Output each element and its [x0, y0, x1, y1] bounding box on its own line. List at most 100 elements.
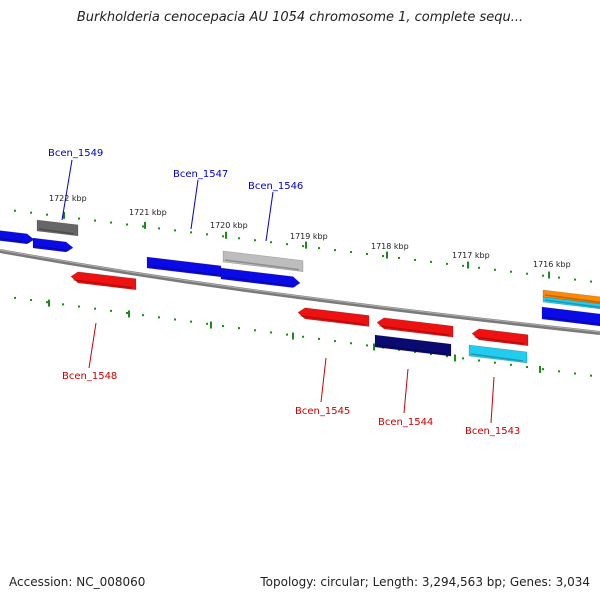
topology-summary: Topology: circular; Length: 3,294,563 bp… [260, 575, 590, 589]
gene-feature [70, 271, 137, 291]
tick-dot [462, 264, 464, 267]
gene-feature-shade [544, 294, 600, 304]
tick-dot [510, 363, 512, 366]
tick-labels: 1722 kbp 1721 kbp 1720 kbp 1719 kbp 1718… [49, 194, 571, 269]
tick-dot [366, 344, 368, 347]
tick-dot [222, 324, 224, 327]
tick-dot [334, 340, 336, 343]
tick-dot [270, 331, 272, 334]
tick-dot [526, 366, 528, 369]
tick-dot [14, 209, 16, 212]
leader-line [403, 368, 409, 414]
tick-dot [558, 370, 560, 373]
tick-dot [414, 258, 416, 261]
gene-label-bcen-1545[interactable]: Bcen_1545 [295, 406, 350, 417]
gene-feature-shade [72, 279, 133, 289]
tick-dot [494, 268, 496, 271]
tick-dot [190, 231, 192, 234]
tick-dot [142, 225, 144, 228]
tick-dot [526, 272, 528, 275]
tick-label: 1719 kbp [290, 232, 328, 241]
outer-tick-track [14, 209, 592, 283]
tick-dot [254, 329, 256, 332]
tick-dot [238, 237, 240, 240]
tick-dot [494, 361, 496, 364]
tick-label: 1720 kbp [210, 221, 248, 230]
gene-feature [374, 334, 452, 357]
tick-dot [270, 241, 272, 244]
major-tick [386, 251, 388, 259]
tick-dot [158, 316, 160, 319]
tick-dot [142, 314, 144, 317]
tick-dot [286, 243, 288, 246]
gene-features [0, 219, 600, 364]
tick-dot [350, 342, 352, 345]
tick-dot [510, 270, 512, 273]
tick-dot [478, 266, 480, 269]
tick-dot [174, 229, 176, 232]
tick-dot [110, 221, 112, 224]
tick-dot [542, 368, 544, 371]
tick-dot [590, 280, 592, 283]
tick-dot [158, 227, 160, 230]
gene-feature [0, 230, 35, 245]
major-tick [539, 365, 541, 373]
gene-feature [542, 296, 600, 310]
tick-dot [302, 245, 304, 248]
tick-dot [286, 333, 288, 336]
tick-label: 1718 kbp [371, 242, 409, 251]
tick-dot [462, 357, 464, 360]
tick-dot [478, 359, 480, 362]
major-tick [467, 261, 469, 269]
tick-dot [318, 337, 320, 340]
label-leader-lines [61, 159, 495, 424]
major-tick [548, 271, 550, 279]
tick-dot [238, 327, 240, 330]
gene-feature-shade [38, 228, 75, 235]
gene-feature-shade [148, 265, 218, 276]
gene-feature-shade [34, 245, 70, 252]
tick-dot [398, 256, 400, 259]
gene-feature [541, 306, 600, 327]
leader-line [88, 322, 97, 369]
tick-dot [62, 303, 64, 306]
tick-dot [206, 233, 208, 236]
tick-dot [334, 249, 336, 252]
gene-feature-shade [224, 259, 300, 271]
tick-dot [254, 239, 256, 242]
gene-label-bcen-1547[interactable]: Bcen_1547 [173, 169, 228, 180]
gene-feature [220, 267, 301, 288]
tick-dot [574, 372, 576, 375]
major-tick [63, 211, 65, 219]
tick-label: 1721 kbp [129, 208, 167, 217]
tick-dot [430, 260, 432, 263]
tick-dot [94, 219, 96, 222]
tick-dot [414, 350, 416, 353]
gene-label-bcen-1544[interactable]: Bcen_1544 [378, 417, 433, 428]
leader-line [190, 179, 199, 230]
tick-dot [174, 318, 176, 321]
gene-label-bcen-1549[interactable]: Bcen_1549 [48, 148, 103, 159]
gene-feature [468, 344, 528, 364]
map-title: Burkholderia cenocepacia AU 1054 chromos… [76, 10, 524, 25]
gene-feature-shade [376, 344, 448, 355]
tick-label: 1716 kbp [533, 260, 571, 269]
gene-label-bcen-1546[interactable]: Bcen_1546 [248, 181, 303, 192]
major-tick [373, 343, 375, 351]
gene-feature-shade [0, 237, 31, 244]
tick-dot [430, 353, 432, 356]
major-tick [144, 221, 146, 229]
tick-dot [30, 211, 32, 214]
gene-label-bcen-1543[interactable]: Bcen_1543 [465, 426, 520, 437]
tick-dot [94, 307, 96, 310]
tick-dot [14, 296, 16, 299]
tick-dot [78, 217, 80, 220]
tick-dot [126, 312, 128, 315]
tick-dot [542, 274, 544, 277]
gene-label-bcen-1548[interactable]: Bcen_1548 [62, 371, 117, 382]
tick-label: 1722 kbp [49, 194, 87, 203]
tick-dot [206, 322, 208, 325]
gene-feature-shade [222, 276, 297, 288]
leader-line [490, 376, 495, 424]
